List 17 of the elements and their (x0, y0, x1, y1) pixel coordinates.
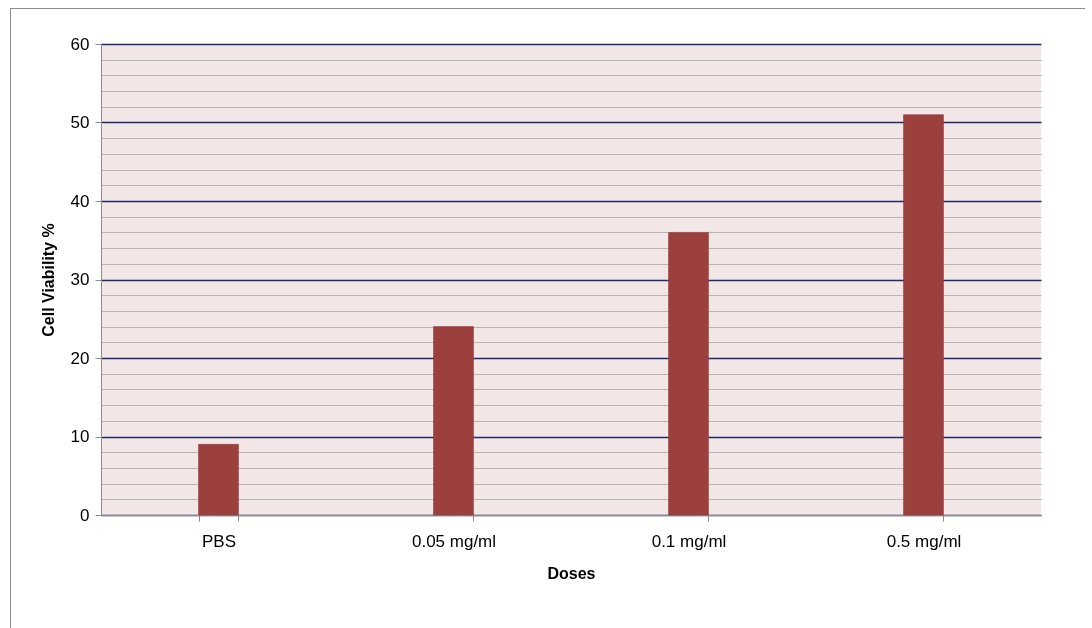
x-tick-label: 0.1 mg/ml (651, 531, 727, 551)
y-tick-label: 0 (80, 505, 90, 525)
x-tick-label: PBS (201, 531, 237, 551)
y-axis-title: Cell Viability % (39, 223, 57, 337)
bar (433, 326, 474, 516)
bar (198, 444, 239, 516)
x-tick-label: 0.5 mg/ml (886, 531, 962, 551)
x-tick-label: 0.05 mg/ml (411, 531, 497, 551)
x-axis-title: Doses (547, 564, 596, 582)
y-tick-label: 50 (70, 113, 90, 132)
bar (903, 114, 944, 516)
bar (668, 232, 709, 516)
y-tick-label: 40 (70, 191, 90, 211)
y-tick-label: 20 (70, 348, 90, 368)
y-tick-label: 10 (70, 427, 90, 446)
y-tick-label: 30 (70, 270, 90, 289)
y-tick-label: 60 (70, 34, 90, 54)
